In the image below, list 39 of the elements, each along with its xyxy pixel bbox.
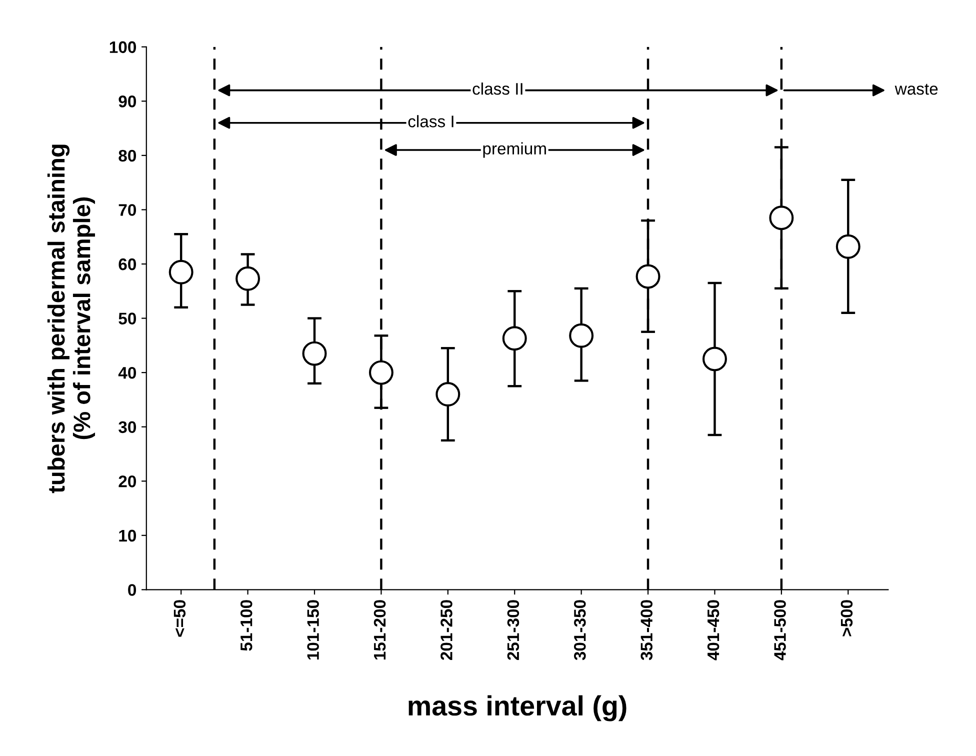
x-tick-label: 101-150 (307, 600, 319, 660)
y-tick-label: 50 (118, 312, 136, 324)
y-tick-label: 20 (118, 476, 136, 488)
y-tick-label: 0 (128, 584, 136, 596)
y-tick-label: 60 (118, 258, 136, 270)
x-tick-label: <=50 (174, 600, 186, 637)
y-tick-label: 40 (118, 366, 136, 379)
x-tick-label: 451-500 (774, 600, 786, 660)
point (836, 234, 860, 259)
y-tick-label: 100 (110, 41, 136, 54)
annotation: class II (472, 82, 522, 95)
x-tick-label: 301-350 (574, 600, 586, 660)
x-tick-label: >500 (840, 600, 853, 636)
x-tick-label: 251-300 (507, 600, 520, 660)
y-tick-label: 30 (118, 421, 136, 434)
point (702, 346, 727, 372)
x-tick-label: 201-250 (440, 600, 452, 660)
y-tick-label: 90 (118, 96, 136, 108)
annotation: class I (408, 115, 454, 128)
point (569, 323, 594, 348)
point (636, 264, 660, 289)
y-tick-label: 70 (118, 204, 136, 216)
x-tick-label: 51-100 (240, 600, 252, 651)
point (436, 382, 460, 407)
text: waste (894, 84, 938, 95)
y-tick-label: 80 (118, 150, 136, 162)
y-tick-label: 10 (119, 530, 136, 542)
x-tick-label: 351-400 (640, 600, 653, 660)
point (236, 266, 260, 291)
x-tick-label: 151-200 (374, 600, 386, 660)
x-axis-title: mass interval (g) (408, 695, 626, 722)
y-axis-title: tubers with peridermal staining (% of interval sample) (47, 144, 95, 494)
point (502, 326, 527, 351)
point (368, 360, 394, 385)
point (769, 206, 794, 230)
annotation: premium (483, 142, 546, 158)
point (168, 260, 194, 284)
point (302, 341, 327, 366)
x-tick-label: 401-450 (707, 600, 720, 660)
